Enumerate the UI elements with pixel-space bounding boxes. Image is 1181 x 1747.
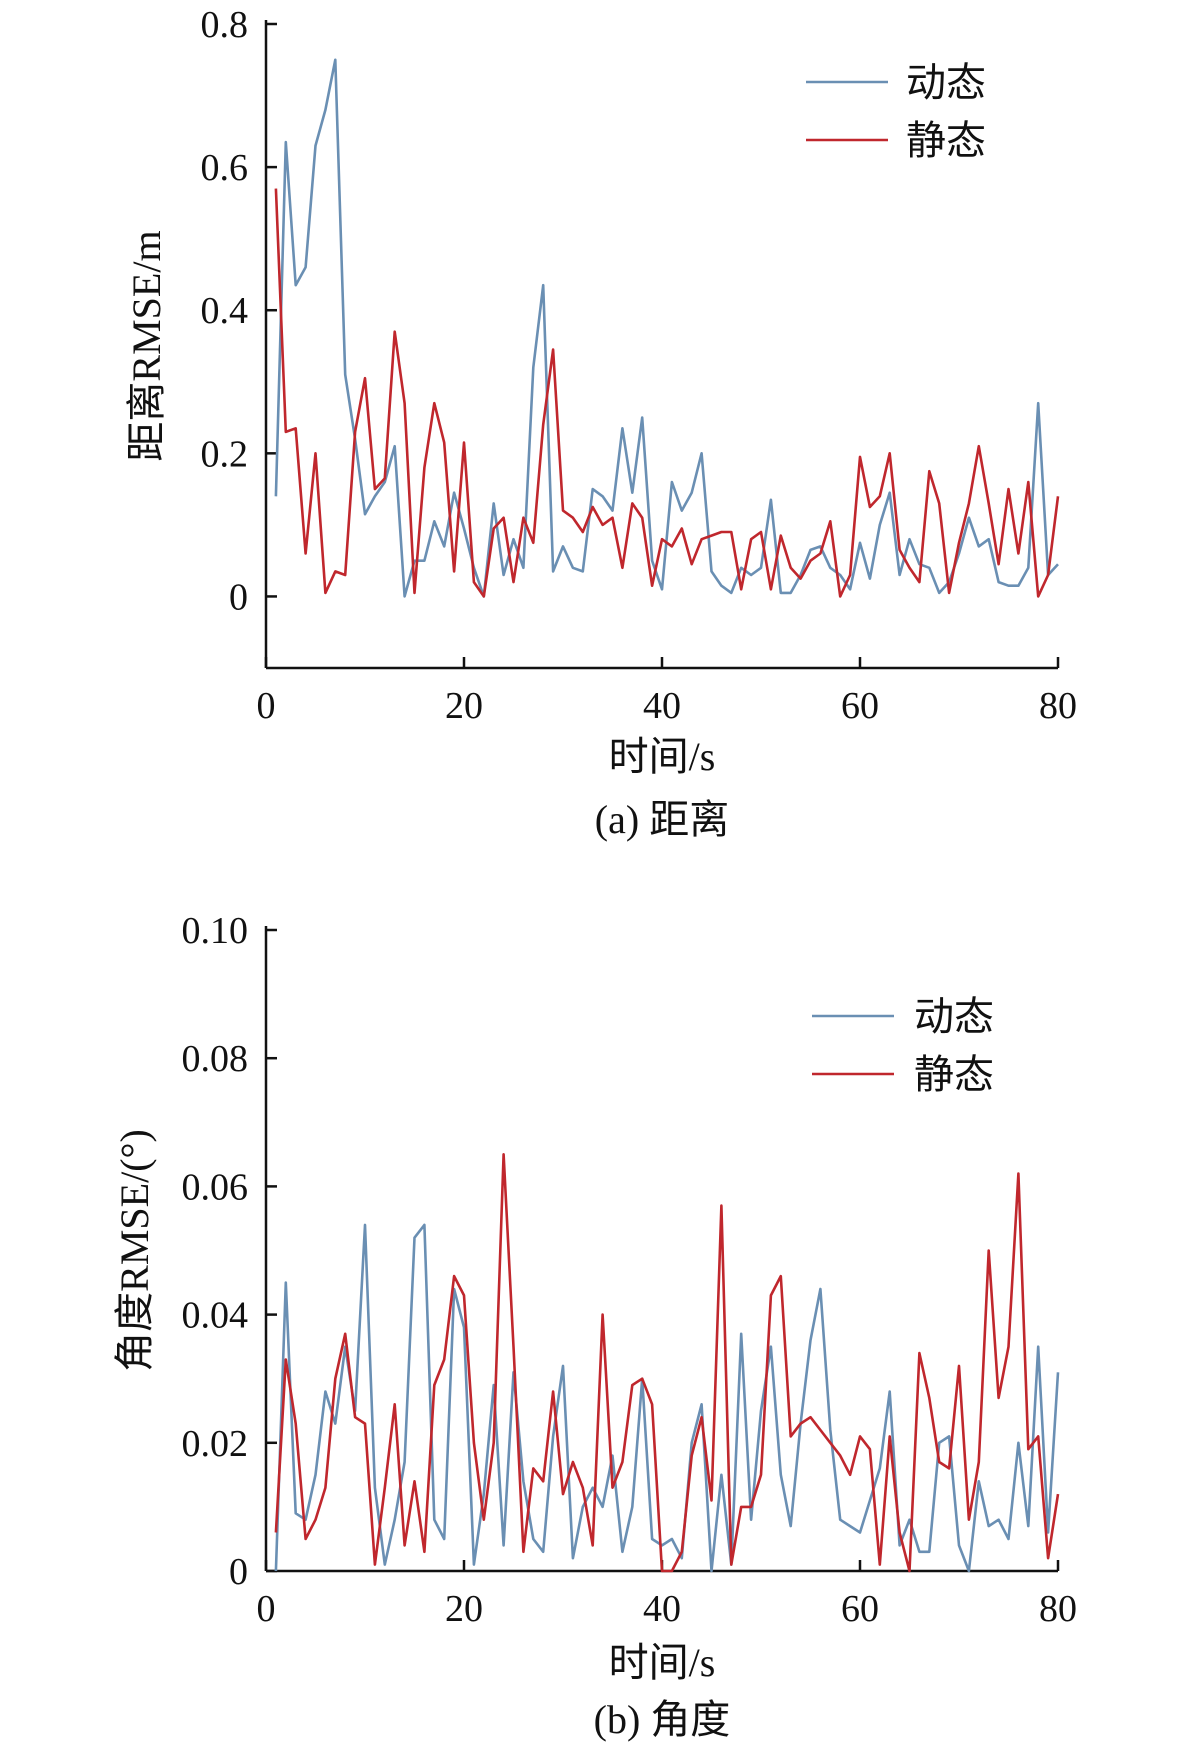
y-tick-label: 0.10 [182,910,249,952]
series-line-static [274,1153,1060,1573]
series-line-dynamic [274,1223,1060,1573]
y-tick-label: 0.08 [182,1038,249,1080]
y-axis-title: 角度RMSE/(°) [112,1129,157,1372]
x-tick-label: 20 [445,1588,483,1630]
x-tick-label: 0 [257,1588,276,1630]
y-tick-label: 0.02 [182,1423,249,1465]
y-tick-label: 0 [229,576,248,618]
legend-label-static: 静态 [906,118,986,163]
figure-caption: (b) 角度 [594,1697,731,1742]
x-tick-label: 80 [1039,1588,1077,1630]
y-tick-label: 0.04 [182,1295,249,1337]
y-tick-label: 0.8 [201,4,249,46]
x-axis-title: 时间/s [609,734,716,779]
x-tick-label: 20 [445,685,483,727]
y-tick-label: 0.06 [182,1166,249,1208]
y-axis-title: 距离RMSE/m [124,230,169,461]
legend-label-dynamic: 动态 [914,994,994,1039]
figure-caption: (a) 距离 [595,797,729,842]
x-tick-label: 80 [1039,685,1077,727]
x-tick-label: 60 [841,1588,879,1630]
series-line-static [274,188,1060,598]
y-tick-label: 0.2 [201,433,249,475]
x-tick-label: 60 [841,685,879,727]
legend-label-static: 静态 [914,1052,994,1097]
y-tick-label: 0 [229,1551,248,1593]
series-line-dynamic [274,58,1059,598]
y-tick-label: 0.6 [201,147,249,189]
x-tick-label: 40 [643,1588,681,1630]
x-axis-title: 时间/s [609,1640,716,1685]
legend-label-dynamic: 动态 [906,60,986,105]
y-tick-label: 0.4 [201,290,249,332]
x-tick-label: 40 [643,685,681,727]
x-tick-label: 0 [257,685,276,727]
